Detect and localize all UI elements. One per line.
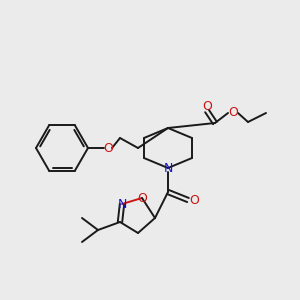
Text: O: O [103,142,113,154]
Text: O: O [189,194,199,206]
Text: N: N [117,197,127,211]
Text: N: N [163,161,173,175]
Text: O: O [137,191,147,205]
Text: O: O [228,106,238,119]
Text: O: O [202,100,212,112]
